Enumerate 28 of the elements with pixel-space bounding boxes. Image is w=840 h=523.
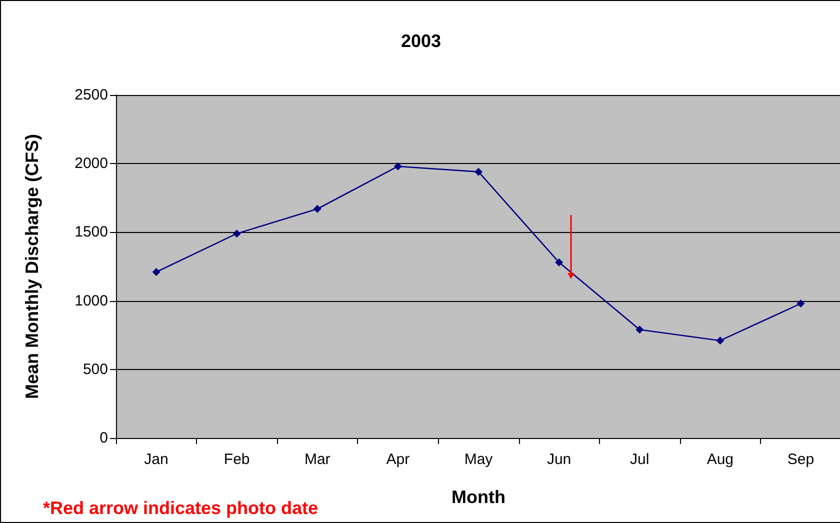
x-axis-title: Month bbox=[452, 487, 506, 507]
y-tick-label: 2500 bbox=[74, 86, 108, 104]
y-tick-label: 1000 bbox=[74, 292, 108, 310]
x-tick-label: Aug bbox=[706, 451, 734, 468]
x-tick-label: Jul bbox=[630, 451, 650, 468]
x-tick-label: Jan bbox=[144, 451, 168, 468]
x-tick-label: Apr bbox=[386, 451, 410, 468]
y-axis-title: Mean Monthly Discharge (CFS) bbox=[22, 134, 42, 400]
point bbox=[555, 258, 564, 266]
point bbox=[152, 268, 160, 276]
chart-title: 2003 bbox=[400, 31, 442, 51]
point bbox=[474, 168, 482, 176]
y-tick-label: 1500 bbox=[74, 224, 108, 241]
x-tick-label: May bbox=[464, 451, 494, 468]
x-tick-label: Mar bbox=[304, 451, 330, 468]
y-tick-label: 0 bbox=[100, 430, 108, 446]
x-tick-label: Jun bbox=[546, 451, 572, 468]
point bbox=[394, 162, 402, 170]
point bbox=[636, 326, 644, 334]
x-tick-label: Sep bbox=[787, 451, 814, 468]
point bbox=[232, 230, 241, 238]
y-tick-label: 500 bbox=[82, 360, 108, 378]
text: *Red arrow indicates photo date bbox=[43, 498, 318, 519]
point bbox=[313, 204, 322, 213]
y-tick-label: 2000 bbox=[74, 155, 108, 172]
x-tick-label: Feb bbox=[224, 451, 250, 468]
point bbox=[796, 300, 805, 308]
point bbox=[716, 336, 724, 345]
